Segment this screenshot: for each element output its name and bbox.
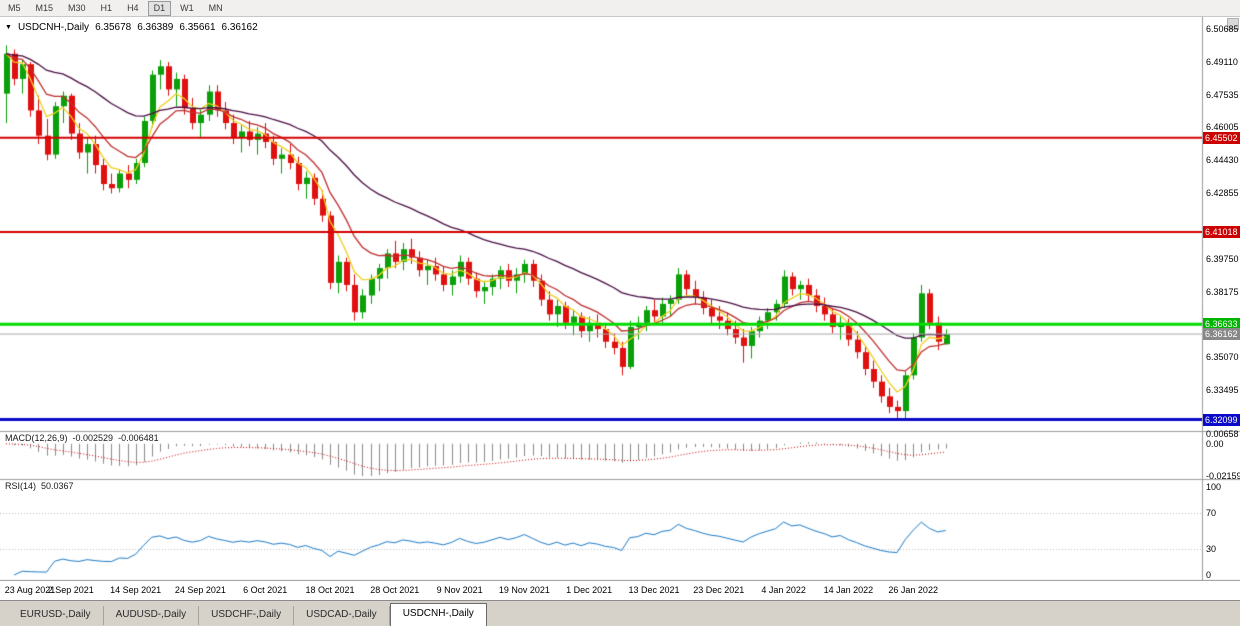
- timeframe-button-m15[interactable]: M15: [35, 2, 54, 13]
- macd-axis-label: 0.00658: [1206, 429, 1239, 439]
- date-tick-label: 14 Jan 2022: [823, 585, 874, 595]
- price-axis-label: 6.33495: [1206, 385, 1239, 396]
- timeframe-button-w1[interactable]: W1: [180, 2, 194, 13]
- rsi-axis-label: 70: [1206, 508, 1217, 519]
- macd-name: MACD(12,26,9): [5, 433, 68, 443]
- rsi-value: 50.0367: [41, 481, 74, 491]
- date-tick-label: 2 Sep 2021: [47, 585, 94, 595]
- ohlc-close: 6.36162: [221, 22, 258, 33]
- date-axis: 23 Aug 2021 2 Sep 2021 14 Sep 2021 24 Sep 2…: [0, 581, 1240, 600]
- date-tick-label: 23 Dec 2021: [693, 585, 745, 595]
- rsi-axis-label: 30: [1206, 543, 1217, 554]
- macd-indicator-label: MACD(12,26,9) -0.002529 -0.006481: [5, 433, 159, 443]
- tab-usdchf-daily[interactable]: USDCHF-,Daily: [199, 606, 295, 625]
- symbol-label: USDCNH-,Daily: [17, 22, 90, 33]
- resistance-line-lower-badge: 6.41018: [1203, 226, 1240, 238]
- date-tick-label: 19 Nov 2021: [498, 585, 550, 595]
- timeframe-toolbar: M5 M15 M30 H1 H4 D1 W1 MN: [0, 0, 1240, 17]
- date-tick-label: 24 Sep 2021: [174, 585, 226, 595]
- resistance-line-upper-badge: 6.45502: [1203, 131, 1240, 144]
- timeframe-button-d1[interactable]: D1: [147, 0, 172, 16]
- macd-axis-label: 0.00: [1206, 438, 1224, 449]
- chart-canvas[interactable]: [0, 17, 1240, 581]
- date-tick-label: 14 Sep 2021: [110, 585, 162, 595]
- date-tick-label: 9 Nov 2021: [436, 585, 483, 595]
- price-axis-label: 6.42855: [1206, 188, 1239, 199]
- price-axis-label: 6.50685: [1206, 23, 1239, 34]
- tab-usdcad-daily[interactable]: USDCAD-,Daily: [294, 606, 390, 625]
- timeframe-button-m30[interactable]: M30: [68, 2, 86, 13]
- date-tick-label: 28 Oct 2021: [370, 585, 420, 595]
- date-tick-label: 6 Oct 2021: [243, 585, 288, 595]
- macd-main-value: -0.002529: [72, 433, 114, 443]
- ohlc-open: 6.35678: [95, 22, 132, 33]
- timeframe-button-h4[interactable]: H4: [127, 2, 139, 13]
- ohlc-high: 6.36389: [137, 22, 174, 33]
- price-axis-label: 6.47535: [1206, 89, 1239, 100]
- chart-tab-bar: EURUSD-,Daily AUDUSD-,Daily USDCHF-,Daily U…: [0, 600, 1240, 626]
- tab-eurusd-daily[interactable]: EURUSD-,Daily: [8, 606, 104, 625]
- support-line-blue-badge: 6.32099: [1203, 413, 1240, 426]
- price-axis-label: 6.39750: [1206, 253, 1239, 264]
- rsi-name: RSI(14): [5, 481, 37, 491]
- chart-area: ▼ USDCNH-,Daily 6.35678 6.36389 6.35661 …: [0, 17, 1240, 581]
- support-line-green-badge: 6.36633: [1203, 318, 1240, 331]
- price-axis-label: 6.35070: [1206, 352, 1239, 363]
- date-tick-label: 1 Dec 2021: [566, 585, 613, 595]
- timeframe-button-mn[interactable]: MN: [208, 2, 223, 13]
- rsi-axis-label: 100: [1206, 482, 1222, 492]
- tab-usdcnh-daily[interactable]: USDCNH-,Daily: [389, 603, 487, 626]
- price-axis-label: 6.46005: [1206, 122, 1239, 133]
- date-tick-label: 13 Dec 2021: [628, 585, 680, 595]
- date-tick-label: 18 Oct 2021: [305, 585, 355, 595]
- macd-axis-label: -0.02159: [1206, 471, 1240, 481]
- rsi-indicator-label: RSI(14) 50.0367: [5, 481, 74, 491]
- rsi-axis-label: 0: [1206, 570, 1212, 580]
- timeframe-button-m5[interactable]: M5: [8, 2, 21, 13]
- macd-signal-value: -0.006481: [118, 433, 159, 443]
- date-tick-label: 26 Jan 2022: [888, 585, 938, 595]
- date-tick-label: 4 Jan 2022: [761, 585, 806, 595]
- price-axis-label: 6.49110: [1206, 56, 1238, 67]
- ohlc-low: 6.35661: [179, 22, 216, 33]
- tab-audusd-daily[interactable]: AUDUSD-,Daily: [104, 606, 200, 625]
- scrollbar-corner[interactable]: [1227, 18, 1239, 30]
- price-axis-label: 6.44430: [1206, 155, 1239, 166]
- date-tick-label: 23 Aug 2021: [4, 585, 56, 595]
- current-price-line-badge: 6.36162: [1203, 328, 1240, 341]
- chart-header: ▼ USDCNH-,Daily 6.35678 6.36389 6.35661 …: [5, 22, 258, 33]
- symbol-dropdown-icon[interactable]: ▼: [5, 24, 12, 31]
- price-axis-label: 6.38175: [1206, 286, 1239, 297]
- timeframe-button-h1[interactable]: H1: [100, 2, 113, 13]
